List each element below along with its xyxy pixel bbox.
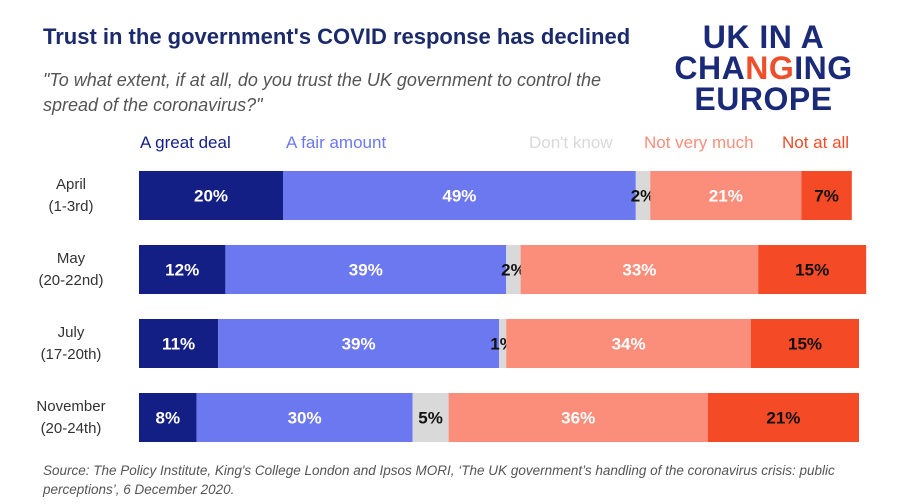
legend-dont-know: Don't know — [529, 133, 613, 152]
bar-dont-know-0 — [635, 171, 651, 220]
bar-fair-amount-0 — [283, 171, 636, 220]
source-note: Source: The Policy Institute, King's Col… — [43, 463, 835, 497]
bar-not-very-much-1 — [520, 245, 759, 294]
bar-not-at-all-1 — [758, 245, 867, 294]
label-dont-know-0: 2% — [631, 187, 656, 206]
row-label-may: May (20-22nd) — [20, 248, 122, 292]
label-great-deal-3: 8% — [156, 409, 181, 428]
label-fair-amount-0: 49% — [442, 187, 476, 206]
bar-not-very-much-0 — [650, 171, 802, 220]
label-not-very-much-1: 33% — [622, 261, 656, 280]
row-label-april-line1: April — [55, 176, 86, 193]
label-not-at-all-0: 7% — [814, 187, 839, 206]
bar-dont-know-3 — [412, 393, 449, 442]
bar-fair-amount-2 — [218, 319, 499, 368]
logo-line-2b: NG — [745, 50, 795, 86]
label-not-at-all-2: 15% — [788, 335, 822, 354]
label-dont-know-3: 5% — [418, 409, 443, 428]
bar-fair-amount-3 — [196, 393, 413, 442]
bar-great-deal-0 — [139, 171, 283, 220]
chart-title: Trust in the government's COVID response… — [43, 24, 631, 49]
legend-not-at-all: Not at all — [782, 133, 850, 152]
bar-dont-know-2 — [499, 319, 507, 368]
row-label-april-line2: (1-3rd) — [48, 198, 94, 215]
logo-line-2a: CHA — [674, 50, 746, 86]
bar-not-very-much-2 — [506, 319, 751, 368]
legend-great-deal: A great deal — [140, 133, 231, 152]
label-great-deal-2: 11% — [162, 335, 195, 354]
label-not-at-all-3: 21% — [766, 409, 800, 428]
row-label-july-line2: (17-20th) — [40, 346, 102, 363]
logo-line-1: UK IN A — [702, 19, 825, 55]
row-label-july: July (17-20th) — [20, 322, 122, 366]
label-great-deal-1: 12% — [165, 261, 199, 280]
label-great-deal-0: 20% — [194, 187, 228, 206]
legend-fair-amount: A fair amount — [286, 133, 387, 152]
bar-fair-amount-1 — [225, 245, 507, 294]
row-label-april: April (1-3rd) — [20, 174, 122, 218]
uk-in-a-changing-europe-logo: UK IN A CHANGING EUROPE — [656, 19, 871, 117]
bar-not-very-much-3 — [448, 393, 708, 442]
label-fair-amount-1: 39% — [349, 261, 383, 280]
bar-dont-know-1 — [506, 245, 521, 294]
bar-not-at-all-0 — [801, 171, 852, 220]
logo-line-3: EUROPE — [694, 81, 833, 117]
logo-line-2: CHANGING — [656, 50, 871, 86]
label-not-very-much-0: 21% — [709, 187, 743, 206]
label-not-very-much-2: 34% — [612, 335, 646, 354]
row-label-november-line2: (20-24th) — [40, 420, 102, 437]
row-label-july-line1: July — [57, 324, 85, 341]
label-not-very-much-3: 36% — [561, 409, 595, 428]
bar-great-deal-1 — [139, 245, 226, 294]
chart-subtitle: "To what extent, if at all, do you trust… — [43, 70, 602, 115]
row-label-november: November (20-24th) — [20, 396, 122, 440]
bar-not-at-all-2 — [751, 319, 859, 368]
bar-great-deal-3 — [139, 393, 197, 442]
row-label-may-line1: May — [56, 250, 86, 267]
label-not-at-all-1: 15% — [795, 261, 829, 280]
bar-great-deal-2 — [139, 319, 219, 368]
logo-line-2c: ING — [794, 50, 853, 86]
label-fair-amount-3: 30% — [288, 409, 322, 428]
label-fair-amount-2: 39% — [342, 335, 376, 354]
bar-not-at-all-3 — [707, 393, 859, 442]
legend-not-very-much: Not very much — [644, 133, 754, 152]
row-label-november-line1: November — [36, 398, 106, 415]
label-dont-know-1: 2% — [501, 261, 526, 280]
row-label-may-line2: (20-22nd) — [38, 272, 104, 289]
